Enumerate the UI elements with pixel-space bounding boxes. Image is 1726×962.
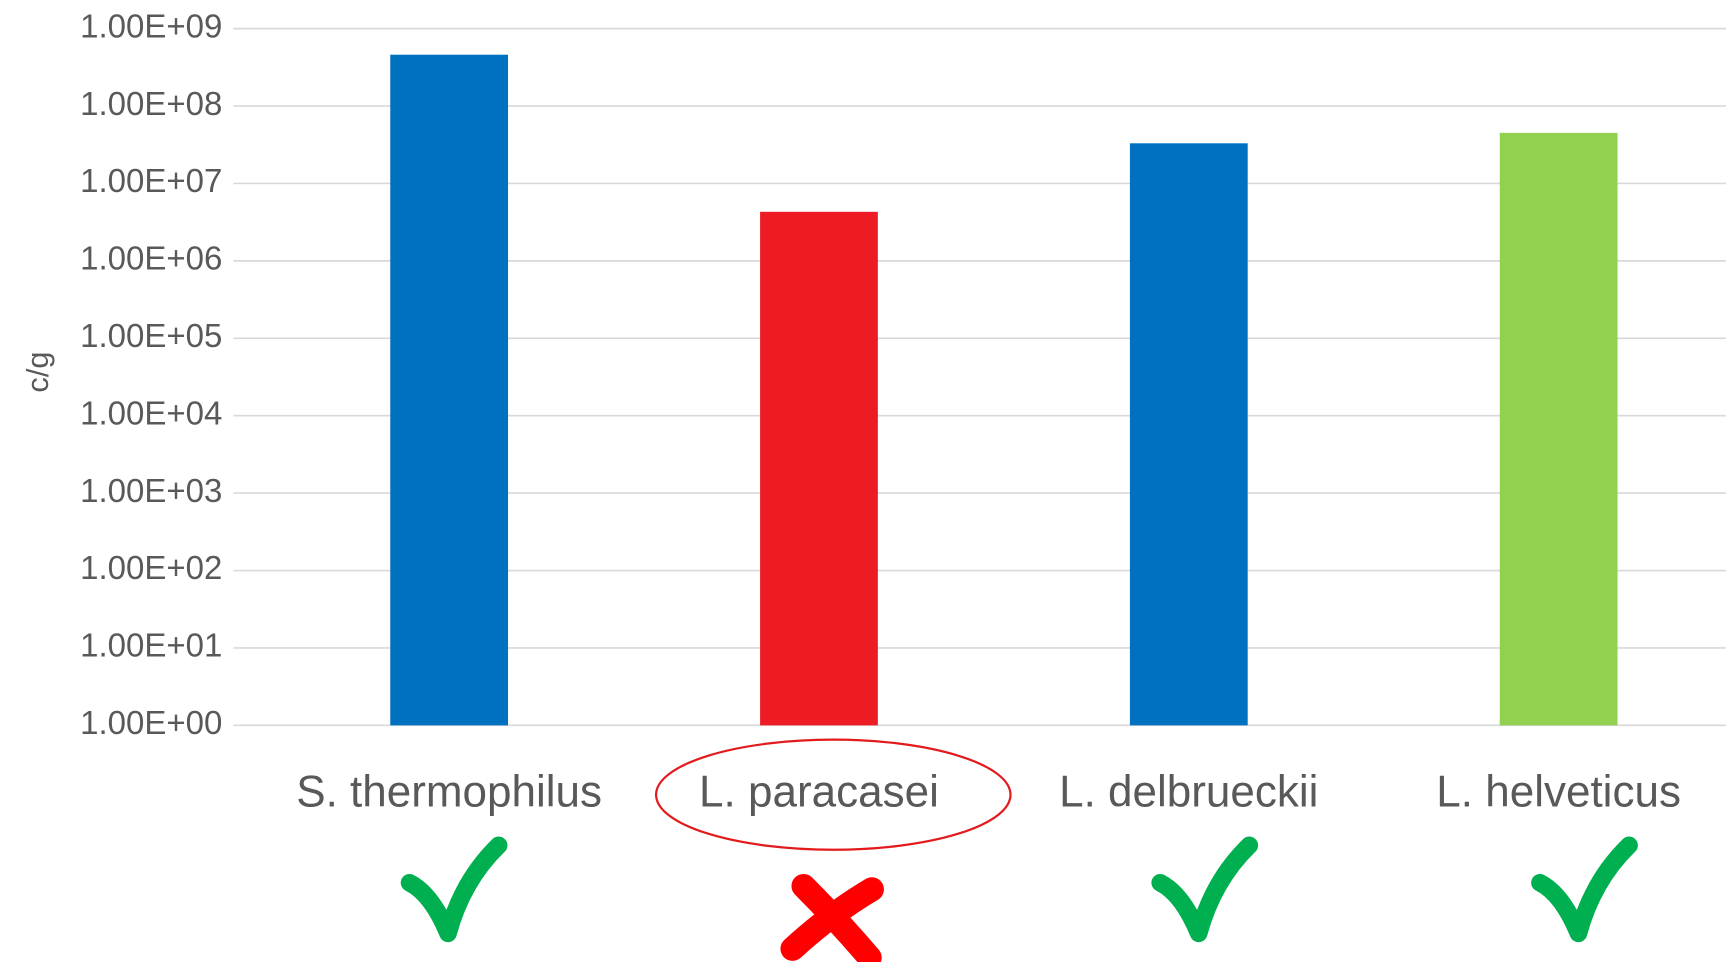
y-axis-label: c/g xyxy=(20,351,55,392)
cross-mark xyxy=(780,873,884,962)
y-tick-label: 1.00E+07 xyxy=(80,162,222,199)
y-tick-label: 1.00E+09 xyxy=(80,7,222,44)
highlight-ellipse xyxy=(654,738,1012,851)
y-tick-label: 1.00E+02 xyxy=(80,549,222,586)
bar xyxy=(760,211,878,726)
bar xyxy=(1499,132,1618,726)
y-tick-label: 1.00E+06 xyxy=(80,240,222,277)
check-mark xyxy=(400,836,508,943)
cross-stroke xyxy=(780,877,884,961)
x-tick-label: L. helveticus xyxy=(1436,767,1681,816)
check-marks xyxy=(400,836,1638,943)
check-mark xyxy=(1151,836,1259,943)
y-tick-label: 1.00E+00 xyxy=(80,704,222,741)
y-tick-label: 1.00E+04 xyxy=(80,394,222,431)
y-tick-label: 1.00E+05 xyxy=(80,317,222,354)
y-tick-label: 1.00E+03 xyxy=(80,472,222,509)
bar xyxy=(1129,143,1248,726)
x-tick-label: L. delbrueckii xyxy=(1059,767,1318,816)
x-tick-label: S. thermophilus xyxy=(296,767,602,816)
check-mark xyxy=(1531,836,1638,943)
bar xyxy=(390,54,509,726)
y-tick-label: 1.00E+08 xyxy=(80,85,222,122)
y-tick-label: 1.00E+01 xyxy=(80,627,222,664)
x-tick-label: L. paracasei xyxy=(699,767,939,816)
